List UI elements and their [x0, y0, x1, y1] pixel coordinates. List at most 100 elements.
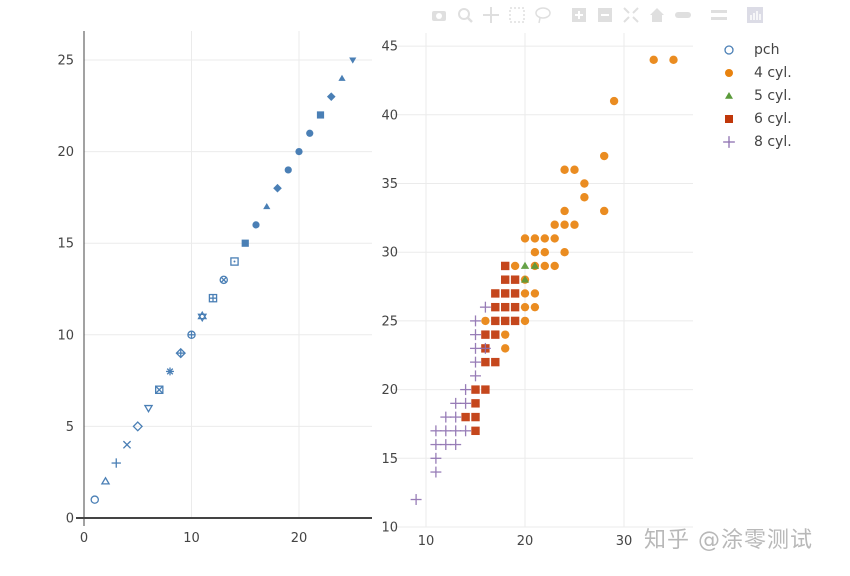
data-point[interactable] — [530, 289, 540, 298]
pch-point[interactable] — [306, 129, 314, 137]
autoscale-button[interactable] — [620, 4, 642, 26]
data-point[interactable] — [460, 397, 472, 409]
legend-item[interactable]: 8 cyl. — [718, 130, 792, 153]
data-point[interactable] — [481, 316, 490, 326]
data-point[interactable] — [510, 275, 520, 284]
mpg-subplot[interactable]: 10 20 30 10 15 20 25 30 35 40 45 — [381, 33, 693, 549]
data-point[interactable] — [430, 425, 442, 437]
data-point[interactable] — [501, 302, 510, 312]
data-point[interactable] — [570, 220, 579, 229]
data-point[interactable] — [600, 151, 609, 161]
data-point[interactable] — [440, 411, 452, 423]
data-point[interactable] — [479, 342, 491, 354]
data-point[interactable] — [550, 220, 559, 229]
compare-hover-button[interactable] — [708, 4, 730, 26]
pch-point[interactable] — [122, 440, 132, 449]
data-point[interactable] — [460, 384, 472, 396]
data-point[interactable] — [570, 165, 579, 174]
data-point[interactable] — [450, 397, 462, 409]
data-point[interactable] — [520, 302, 530, 312]
plotly-logo-button[interactable] — [744, 4, 766, 26]
legend-item[interactable]: 6 cyl. — [718, 107, 792, 130]
series-4-cyl-[interactable] — [481, 55, 678, 353]
data-point[interactable] — [530, 234, 540, 243]
data-point[interactable] — [479, 301, 491, 313]
data-point[interactable] — [510, 316, 520, 326]
data-point[interactable] — [470, 370, 481, 382]
data-point[interactable] — [669, 55, 678, 65]
legend-item[interactable]: 5 cyl. — [718, 84, 792, 107]
data-point[interactable] — [491, 289, 500, 298]
pch-point[interactable] — [326, 92, 336, 101]
data-point[interactable] — [510, 261, 520, 271]
data-point[interactable] — [410, 494, 422, 505]
data-point[interactable] — [560, 206, 569, 216]
pch-subplot[interactable]: 0 10 20 0 5 10 15 20 25 — [57, 31, 372, 546]
pch-point[interactable] — [273, 183, 282, 193]
data-point[interactable] — [491, 357, 500, 367]
data-point[interactable] — [530, 261, 540, 269]
camera-button[interactable] — [428, 4, 450, 26]
pch-point[interactable] — [219, 275, 228, 285]
data-point[interactable] — [580, 179, 589, 188]
lasso-button[interactable] — [532, 4, 554, 26]
pch-point[interactable] — [338, 74, 346, 81]
data-point[interactable] — [520, 316, 530, 326]
data-point[interactable] — [550, 261, 559, 271]
data-point[interactable] — [501, 289, 510, 298]
data-point[interactable] — [470, 329, 481, 341]
zoom-out-button[interactable] — [594, 4, 616, 26]
data-point[interactable] — [430, 452, 442, 464]
data-point[interactable] — [580, 193, 589, 202]
pch-point[interactable] — [316, 111, 325, 119]
pch-point[interactable] — [175, 347, 186, 359]
pch-point[interactable] — [187, 330, 196, 340]
pch-point[interactable] — [154, 385, 164, 395]
pch-point[interactable] — [90, 495, 100, 504]
pch-point[interactable] — [143, 404, 154, 413]
spike-lines-button[interactable] — [672, 4, 694, 26]
data-point[interactable] — [471, 399, 480, 408]
data-point[interactable] — [430, 466, 442, 478]
pch-point[interactable] — [263, 202, 271, 210]
data-point[interactable] — [520, 261, 530, 269]
data-point[interactable] — [530, 302, 540, 312]
data-point[interactable] — [540, 234, 549, 243]
data-point[interactable] — [450, 439, 462, 451]
data-point[interactable] — [520, 275, 530, 283]
data-point[interactable] — [550, 234, 559, 243]
data-point[interactable] — [501, 275, 510, 284]
data-point[interactable] — [530, 248, 540, 257]
pch-point[interactable] — [111, 458, 121, 468]
data-point[interactable] — [440, 439, 452, 451]
data-point[interactable] — [440, 425, 452, 437]
data-point[interactable] — [520, 234, 530, 243]
data-point[interactable] — [470, 342, 481, 354]
pch-point[interactable] — [349, 57, 357, 64]
data-point[interactable] — [501, 344, 510, 353]
data-point[interactable] — [501, 316, 510, 326]
data-point[interactable] — [510, 289, 520, 298]
pch-point[interactable] — [197, 310, 208, 323]
data-point[interactable] — [430, 439, 442, 451]
data-point[interactable] — [481, 357, 490, 367]
data-point[interactable] — [540, 248, 549, 257]
data-point[interactable] — [520, 289, 530, 298]
series-5-cyl-[interactable] — [520, 261, 540, 283]
pch-point[interactable] — [295, 148, 303, 156]
data-point[interactable] — [491, 330, 500, 339]
pch-point[interactable] — [252, 221, 260, 229]
pch-point[interactable] — [132, 421, 143, 432]
data-point[interactable] — [471, 426, 480, 436]
data-point[interactable] — [471, 385, 480, 394]
data-point[interactable] — [649, 55, 658, 65]
data-point[interactable] — [450, 411, 462, 423]
zoom-in-button[interactable] — [568, 4, 590, 26]
series-8-cyl-[interactable] — [410, 301, 491, 505]
data-point[interactable] — [470, 315, 481, 327]
legend-item[interactable]: 4 cyl. — [718, 61, 792, 84]
data-point[interactable] — [501, 330, 510, 339]
data-point[interactable] — [471, 412, 480, 422]
pan-button[interactable] — [480, 4, 502, 26]
